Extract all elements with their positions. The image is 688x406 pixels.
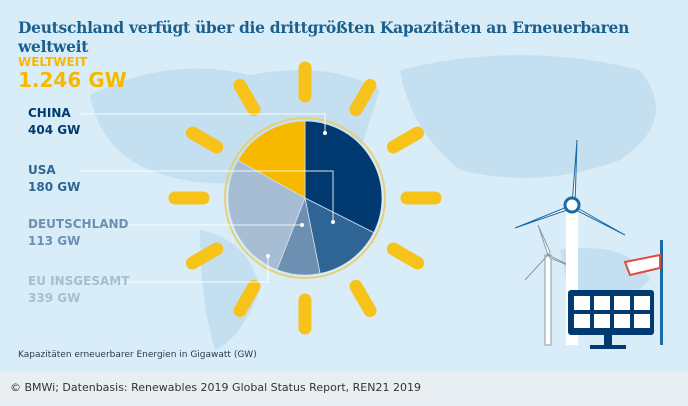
pie-ring	[224, 117, 386, 279]
page-title: Deutschland verfügt über die drittgrößte…	[18, 18, 630, 56]
windsock-icon	[623, 240, 663, 345]
legend-value: 404 GW	[28, 123, 81, 137]
chart-note: Kapazitäten erneuerbarer Energien in Gig…	[18, 350, 257, 360]
pie-slice-china	[304, 120, 383, 234]
legend-name: DEUTSCHLAND	[28, 217, 129, 231]
sun-ray	[233, 78, 261, 117]
source-credit: © BMWi; Datenbasis: Renewables 2019 Glob…	[10, 381, 421, 394]
sun-rays	[168, 61, 442, 335]
sun-ray	[233, 279, 261, 318]
leader-lines	[80, 113, 334, 283]
legend-eu: EU INSGESAMT 339 GW	[28, 273, 129, 307]
legend-name: CHINA	[28, 106, 71, 120]
sun-ray	[349, 279, 377, 318]
pie-slice-rest	[237, 120, 306, 199]
legend-usa: USA 180 GW	[28, 162, 80, 196]
footer: © BMWi; Datenbasis: Renewables 2019 Glob…	[0, 372, 688, 406]
total-label: WELTWEIT	[18, 55, 88, 69]
sun-ray	[349, 78, 377, 117]
pie	[227, 120, 383, 276]
legend-name: EU INSGESAMT	[28, 274, 130, 288]
legend-china: CHINA 404 GW	[28, 105, 80, 139]
sun-ray	[386, 126, 425, 154]
sun-ray	[185, 242, 224, 270]
sun-ray	[185, 126, 224, 154]
total-value: 1.246 GW	[18, 68, 127, 92]
legend-value: 339 GW	[28, 291, 81, 305]
sun-ray	[386, 242, 425, 270]
wind-turbine-small	[524, 224, 576, 346]
legend-deutschland: DEUTSCHLAND 113 GW	[28, 216, 129, 250]
solar-panel-icon	[568, 290, 654, 349]
legend-value: 180 GW	[28, 180, 81, 194]
legend-name: USA	[28, 163, 56, 177]
pie-slice-usa	[304, 197, 375, 274]
total-capacity: WELTWEIT 1.246 GW	[18, 55, 127, 91]
legend-value: 113 GW	[28, 234, 81, 248]
